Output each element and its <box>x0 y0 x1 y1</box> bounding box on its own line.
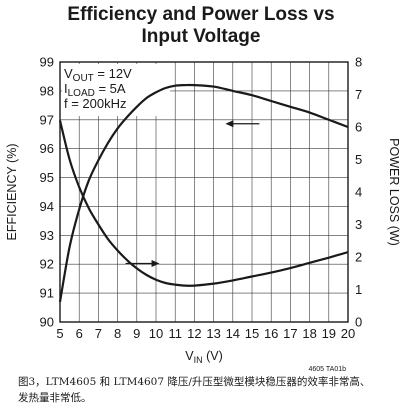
x-tick-label: 10 <box>149 326 163 341</box>
caption-line-2: 发热量非常低。 <box>18 392 92 404</box>
y2-tick-label: 4 <box>355 185 362 200</box>
x-tick-label: 7 <box>95 326 102 341</box>
x-tick-label: 9 <box>133 326 140 341</box>
figure-id: 4605 TA01b <box>309 366 347 372</box>
y2-tick-label: 7 <box>355 87 362 102</box>
caption-line-1: 图3，LTM4605 和 LTM4607 降压/升压型微型模块稳压器的效率非常高… <box>18 376 371 388</box>
condition-text: VOUT = 12V <box>64 66 132 84</box>
y2-axis-label: POWER LOSS (W) <box>387 138 400 246</box>
x-tick-label: 17 <box>283 326 297 341</box>
chart-title-line-1: Efficiency and Power Loss vs <box>67 4 334 25</box>
x-tick-label: 15 <box>245 326 259 341</box>
y-tick-label: 90 <box>40 315 54 330</box>
y-tick-label: 97 <box>40 112 54 127</box>
arrow-right-icon <box>125 260 160 267</box>
condition-text: f = 200kHz <box>64 96 127 111</box>
x-tick-label: 12 <box>187 326 201 341</box>
x-tick-label: 5 <box>56 326 63 341</box>
x-tick-label: 11 <box>168 326 182 341</box>
y2-tick-label: 1 <box>355 282 362 297</box>
chart: Efficiency and Power Loss vs Input Volta… <box>5 4 400 372</box>
y2-tick-label: 3 <box>355 217 362 232</box>
y2-tick-label: 0 <box>355 315 362 330</box>
x-tick-label: 14 <box>226 326 240 341</box>
x-tick-label: 6 <box>76 326 83 341</box>
y-tick-label: 98 <box>40 83 54 98</box>
arrow-head <box>225 120 234 128</box>
condition-main: V <box>64 66 73 81</box>
x-tick-label: 18 <box>302 326 316 341</box>
y-axis-label: EFFICIENCY (%) <box>5 144 19 241</box>
condition-text: ILOAD = 5A <box>64 81 126 99</box>
condition-subscript: OUT <box>73 73 94 84</box>
power-loss-line <box>58 120 349 287</box>
arrow-head <box>151 260 160 267</box>
y-tick-label: 99 <box>40 55 54 70</box>
grid <box>60 62 348 322</box>
x-tick-label: 19 <box>322 326 336 341</box>
x-axis-label-sub: IN <box>194 355 203 365</box>
conditions-background <box>62 64 170 116</box>
condition-subscript: LOAD <box>68 88 95 99</box>
tick-labels: 5 6 7 8 9 10 11 12 13 14 15 16 17 18 19 209091929394959… <box>40 55 363 342</box>
y2-tick-label: 6 <box>355 120 362 135</box>
x-tick-label: 13 <box>206 326 220 341</box>
x-tick-label: 16 <box>264 326 278 341</box>
y2-tick-label: 5 <box>355 152 362 167</box>
chart-title-line-2: Input Voltage <box>142 26 261 47</box>
condition-main: I <box>64 81 68 96</box>
plot-frame <box>59 61 349 323</box>
condition-value: = 5A <box>95 81 126 96</box>
figure-caption: 图3，LTM4605 和 LTM4607 降压/升压型微型模块稳压器的效率非常高… <box>18 374 390 406</box>
y-tick-label: 95 <box>40 170 54 185</box>
series-group <box>58 83 349 302</box>
condition-value: = 12V <box>94 66 132 81</box>
y-tick-label: 92 <box>40 257 54 272</box>
x-axis-label-main: V <box>185 349 194 363</box>
efficiency-line <box>58 83 349 302</box>
y2-tick-label: 2 <box>355 250 362 265</box>
x-tick-label: 20 <box>341 326 355 341</box>
y2-tick-label: 8 <box>355 55 362 70</box>
y-tick-label: 91 <box>40 286 54 301</box>
x-tick-label: 8 <box>114 326 121 341</box>
y-tick-label: 93 <box>40 228 54 243</box>
y-tick-label: 94 <box>40 199 54 214</box>
x-axis-label: VIN (V) <box>185 349 222 365</box>
annotations-group <box>125 120 260 267</box>
arrow-left-icon <box>225 120 260 128</box>
x-axis-label-unit: (V) <box>203 349 223 363</box>
condition-main: f = 200kHz <box>64 96 127 111</box>
y-tick-label: 96 <box>40 141 54 156</box>
